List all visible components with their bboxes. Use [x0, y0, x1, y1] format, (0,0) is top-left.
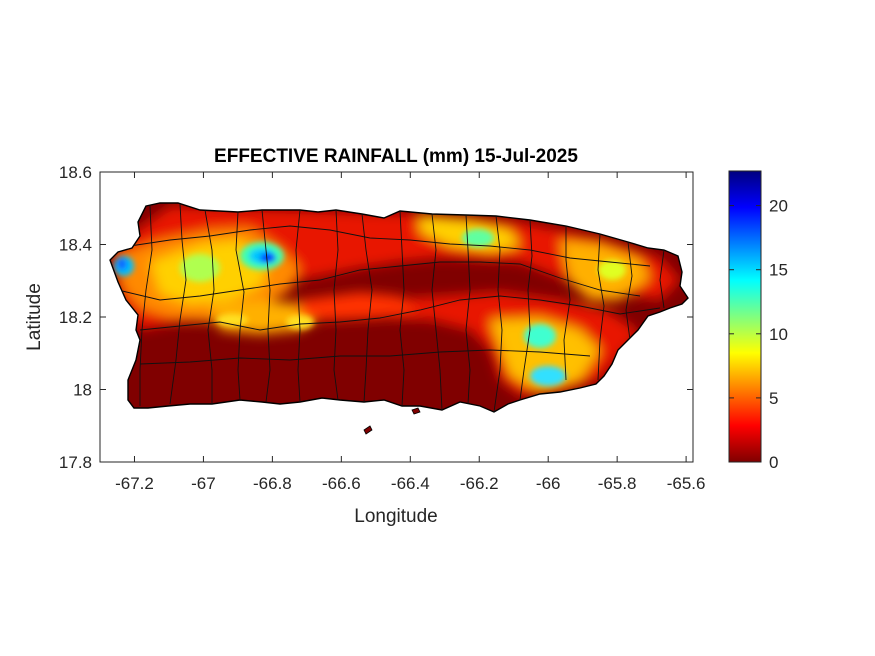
offshore-islet	[363, 425, 373, 435]
x-tick-label: -66.4	[391, 474, 430, 493]
colorbar	[728, 170, 762, 463]
x-axis: -67.2 -67 -66.8 -66.6 -66.4 -66.2 -66 -65.8 -65.…	[115, 172, 705, 493]
x-tick-label: -65.6	[667, 474, 706, 493]
y-tick-label: 18	[73, 381, 92, 400]
colorbar-tick-label: 15	[769, 261, 788, 280]
x-tick-label: -67.2	[115, 474, 154, 493]
colorbar-tick-label: 5	[769, 389, 778, 408]
municipality-boundaries	[117, 203, 665, 412]
colorbar-tick-label: 10	[769, 325, 788, 344]
colorbar-ticks: 0 5 10 15 20	[729, 197, 788, 472]
y-axis-label: Latitude	[24, 283, 45, 351]
x-tick-label: -66.2	[460, 474, 499, 493]
x-tick-label: -67	[191, 474, 216, 493]
x-tick-label: -65.8	[598, 474, 637, 493]
x-tick-label: -66.6	[322, 474, 361, 493]
x-tick-label: -66	[536, 474, 561, 493]
offshore-islet	[411, 407, 421, 415]
y-axis: 17.8 18 18.2 18.4 18.6	[59, 163, 693, 472]
colorbar-tick-label: 0	[769, 453, 778, 472]
colorbar-tick-label: 20	[769, 197, 788, 216]
x-axis-label: Longitude	[354, 506, 437, 527]
rainfall-field	[110, 203, 688, 412]
y-tick-label: 18.6	[59, 163, 92, 182]
y-tick-label: 18.4	[59, 236, 92, 255]
x-tick-label: -66.8	[253, 474, 292, 493]
y-tick-label: 17.8	[59, 453, 92, 472]
y-tick-label: 18.2	[59, 308, 92, 327]
chart-title: EFFECTIVE RAINFALL (mm) 15-Jul-2025	[214, 146, 578, 167]
